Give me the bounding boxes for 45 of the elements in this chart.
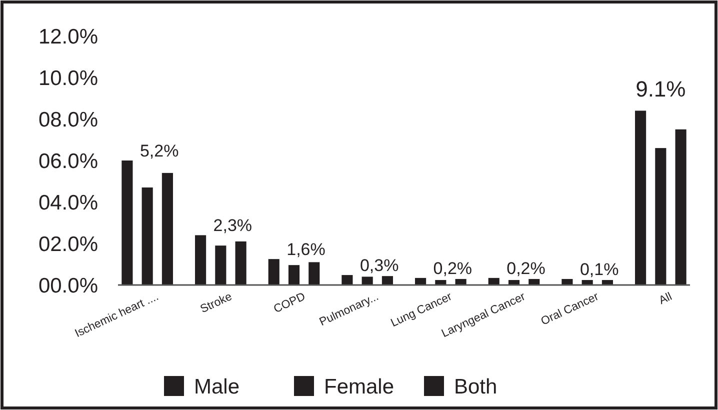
bar (528, 278, 540, 285)
annotation: 1,6% (286, 240, 326, 260)
legend-label: Both (454, 375, 498, 398)
x-tick-label: COPD (272, 290, 308, 316)
annotation: 5,2% (140, 142, 179, 160)
bar (142, 187, 153, 285)
y-tick-label: 04.0% (38, 191, 98, 214)
bar (308, 262, 320, 285)
annotation: 2,3% (213, 216, 252, 236)
bar (602, 280, 613, 285)
bar (435, 280, 446, 285)
bar (635, 110, 646, 285)
bar (582, 280, 593, 285)
bar (655, 148, 666, 285)
y-tick-label: 10.0% (38, 66, 98, 90)
legend-label: Female (324, 375, 394, 398)
x-tick-label: Stroke (198, 290, 234, 316)
y-tick-label: 00.0% (38, 274, 98, 298)
bar (268, 259, 280, 285)
annotation: 0,3% (360, 256, 399, 276)
bar (362, 276, 373, 285)
annotation: 0,2% (433, 258, 472, 278)
bar (342, 275, 353, 285)
annotation: 0,1% (580, 260, 619, 279)
bar (195, 235, 206, 285)
bar (215, 246, 226, 285)
bar (122, 160, 133, 285)
annotation: 0,2% (506, 258, 546, 278)
bar (455, 278, 466, 285)
bar (675, 129, 686, 285)
y-tick-label: 12.0% (38, 25, 98, 48)
bar (235, 241, 246, 285)
bar (162, 172, 173, 285)
bar (288, 265, 300, 285)
bar (508, 280, 520, 285)
annotation: 9.1% (636, 76, 686, 102)
legend-label: Male (194, 375, 240, 398)
bar (488, 278, 500, 285)
y-tick-label: 06.0% (38, 150, 98, 173)
y-tick-label: 02.0% (38, 232, 98, 256)
bar (382, 276, 393, 285)
bar (415, 278, 426, 285)
y-tick-label: 08.0% (38, 108, 98, 132)
x-tick-label: All (657, 290, 674, 308)
bar (562, 278, 573, 285)
